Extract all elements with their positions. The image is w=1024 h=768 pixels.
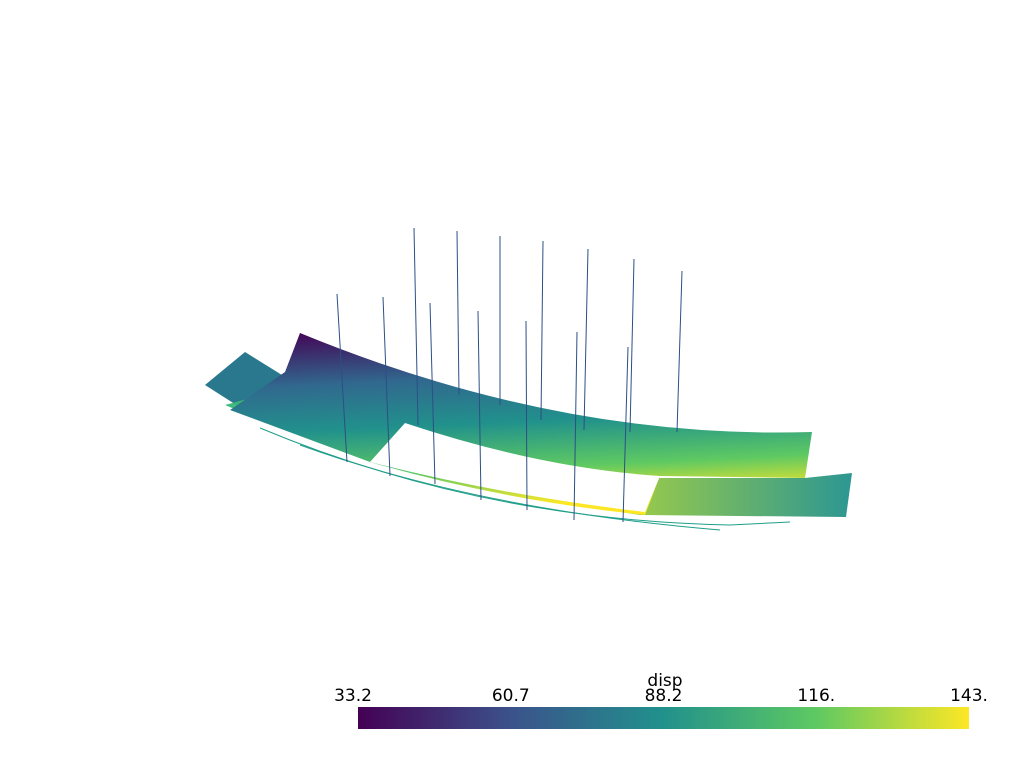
opening [370, 423, 660, 512]
scalar-bar-title: disp [647, 671, 682, 691]
mesh [205, 227, 852, 531]
beam-surface [230, 333, 812, 515]
wire-bottom [259, 427, 791, 526]
wire-bottom-2 [299, 444, 721, 531]
lower-flap [225, 390, 852, 517]
tick-label: 60.7 [492, 686, 530, 706]
rods [336, 227, 683, 523]
tick-label: 116. [797, 686, 835, 706]
tick-label: 33.2 [334, 686, 372, 706]
color-bar [358, 707, 969, 729]
tick-label: 143. [950, 686, 988, 706]
scalar-bar: disp 33.2 60.7 88.2 116. 143. [334, 671, 988, 729]
tick-label: 88.2 [645, 686, 683, 706]
